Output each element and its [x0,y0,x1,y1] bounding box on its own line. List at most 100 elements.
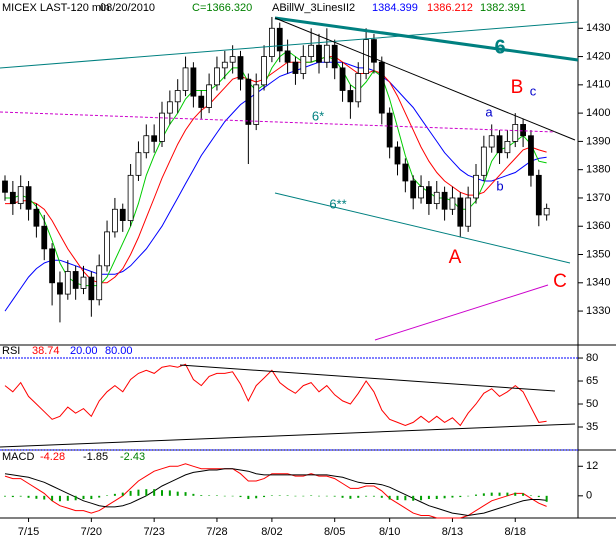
candle-body [347,90,354,103]
candle-body [284,50,291,63]
candle-body [253,84,260,125]
candle-body [292,61,299,74]
y-tick-label: 1360 [586,220,610,232]
candle-body [96,265,103,301]
candle-body [528,135,534,176]
series-line [4,61,547,312]
candle-body [480,146,487,176]
candle-body [323,44,330,63]
histogram-bar [467,495,470,497]
candle-body [418,186,424,199]
histogram-bar [302,495,305,497]
histogram-bar [498,492,501,496]
annotation: a [485,104,493,119]
candle-body [410,180,417,199]
header-value: 1386.212 [427,2,473,14]
header-value: -1.85 [83,451,108,463]
histogram-bar [161,490,163,496]
candle-body [245,78,252,125]
candle-body [80,276,87,289]
histogram-bar [239,495,242,498]
candle-body [457,197,464,227]
trend-line [374,284,549,341]
histogram-bar [278,495,281,496]
histogram-bar [490,492,493,496]
candle-body [237,56,244,80]
candle-body [261,56,267,86]
x-tick-label: 7/28 [206,526,227,538]
histogram-bar [325,495,328,497]
annotation: B [511,77,524,98]
annotation: A [449,247,462,268]
series-line [4,463,547,519]
candle-body [473,174,479,199]
histogram-bar [506,492,509,496]
candle-body [331,44,338,69]
trend-line [274,17,576,141]
histogram-bar [404,495,407,501]
x-tick-label: 8/10 [379,526,400,538]
candle-body [300,56,307,74]
histogram-bar [168,490,171,496]
candle-body [159,112,165,142]
histogram-bar [223,495,226,497]
header-value: MICEX LAST-120 min [2,2,110,14]
candle-body [135,152,142,176]
y-tick-label: 1400 [586,107,610,119]
trend-line [274,192,571,264]
candle-body [190,67,197,97]
candle-body [316,44,322,63]
series-line [5,56,547,284]
x-tick-label: 7/23 [143,526,164,538]
candle-body [143,135,150,154]
candle-body [433,191,440,205]
x-tick-label: 8/13 [442,526,463,538]
series-line [4,363,547,427]
candle-body [182,67,189,91]
histogram-bar [318,495,320,497]
candle-body [378,61,385,114]
candle-body [221,61,228,69]
histogram-bar [482,493,485,496]
candle-body [308,44,315,57]
y-tick-label: 1380 [586,164,610,176]
candle-body [166,101,173,114]
header-value: ABillW_3LinesII2 [272,2,355,14]
histogram-bar [522,493,525,496]
x-tick-label: 8/02 [261,526,282,538]
histogram-bar [247,495,250,500]
candle-body [151,135,158,142]
histogram-bar [514,492,517,496]
histogram-bar [4,495,6,497]
histogram-bar [121,492,124,496]
candle-body [104,231,110,267]
header-value: -4.28 [40,451,65,463]
histogram-bar [435,495,438,500]
candle-body [174,90,181,103]
y-tick-label: 1410 [586,79,610,91]
candle-body [520,124,526,137]
candle-body [512,124,519,142]
candle-body [41,225,48,250]
y-tick-label: 1430 [586,22,610,34]
histogram-bar [451,495,454,498]
x-tick-label: 7/20 [81,526,102,538]
y-tick-label: 1390 [586,135,610,147]
histogram-bar [349,495,352,499]
histogram-bar [192,493,195,496]
candle-body [386,112,393,148]
candle-body [88,276,95,301]
candle-body [127,174,134,221]
candle-body [2,180,8,193]
histogram-bar [294,495,297,497]
candle-body [72,271,79,289]
histogram-bar [545,495,548,502]
x-tick-label: 8/18 [505,526,526,538]
candle-body [9,191,16,205]
histogram-bar [184,492,187,496]
y-tick-label: 1330 [586,305,610,317]
trend-line [0,423,576,448]
candle-body [112,208,118,233]
histogram-bar [11,495,14,498]
